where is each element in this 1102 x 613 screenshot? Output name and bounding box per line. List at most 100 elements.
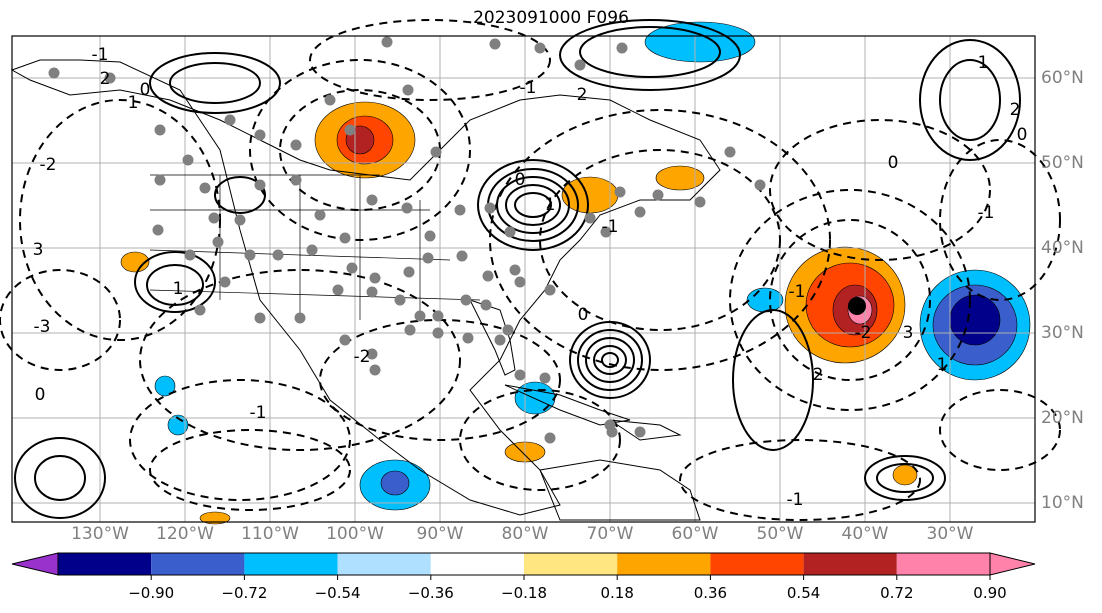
anomaly-patch [154,375,176,397]
lat-lon-grid [12,36,1035,522]
station-dot [489,38,501,50]
storm-center-marker [848,297,866,315]
station-dot [514,276,526,288]
station-dot [208,212,220,224]
station-dot [394,294,406,306]
anomaly-patch [380,470,410,496]
contour-label: 0 [888,153,899,173]
contour-dashed [19,99,221,341]
contour-label: -1 [787,490,804,510]
station-dot [432,310,444,322]
station-dot [346,262,358,274]
colorbar-tick-label: 0.72 [880,584,914,602]
contour-solid [601,352,619,368]
contour-label: -3 [34,317,51,337]
station-dot [502,324,514,336]
lon-label: 50°W [756,524,804,544]
contour-solid [559,19,741,91]
contour-label: 2 [577,85,588,105]
station-dot [454,204,466,216]
station-dot [484,202,496,214]
contour-label: 1 [128,93,139,113]
contour-label: 3 [903,323,914,343]
station-dot [724,146,736,158]
contour-solid [864,455,946,501]
contour-solid [585,337,635,383]
station-markers [48,36,766,444]
station-dot [754,179,766,191]
station-dot [634,426,646,438]
colorbar-extend-low [11,552,59,576]
station-dot [369,364,381,376]
station-dot [366,286,378,298]
lat-label: 50°N [1041,153,1084,173]
station-dot [584,212,596,224]
station-dot [154,174,166,186]
station-dot [432,327,444,339]
station-dot [339,232,351,244]
station-dot [456,250,468,262]
contour-label: 2 [100,69,111,89]
station-dot [184,249,196,261]
contour-solid [577,329,643,391]
anomaly-patch [120,251,150,273]
station-dot [634,206,646,218]
lon-label: 60°W [671,524,719,544]
colorbar-tick-label: 0.90 [973,584,1007,602]
contour-label: -1 [250,403,267,423]
lon-label: 70°W [586,524,634,544]
chart-title: 2023091000 F096 [473,8,629,28]
contour-label: 1 [173,279,184,299]
contour-label: 0 [515,170,526,190]
colorbar-swatch [710,553,804,575]
contour-dashed [0,269,121,371]
contour-solid [487,168,579,242]
contour-label: -2 [354,347,371,367]
station-dot [254,312,266,324]
station-dot [480,299,492,311]
station-dot [414,310,426,322]
station-dot [430,146,442,158]
colorbar-tick-label: −0.36 [407,584,454,602]
contour-dashed [489,109,831,371]
station-dot [224,114,236,126]
contour-solid [579,26,721,78]
contour-dashed [729,189,971,411]
contour-label: 0 [35,385,46,405]
contour-dashed [939,389,1061,471]
station-dot [306,244,318,256]
station-dot [403,266,415,278]
anomaly-patch [949,294,1001,346]
contour-label: 0 [140,80,151,100]
florida-coast [469,299,516,376]
colorbar-swatch [617,553,711,575]
colorbar-swatch [803,553,897,575]
lon-label: 30°W [926,524,974,544]
station-dot [48,67,60,79]
station-dot [194,304,206,316]
colorbar-tick-label: 0.36 [693,584,728,602]
lon-label: 100°W [326,524,384,544]
station-dot [462,332,474,344]
colorbar [11,552,1036,580]
colorbar-extend-high [989,552,1036,576]
station-dot [494,334,506,346]
colorbar-tick-label: −0.90 [128,584,175,602]
hispaniola-coast [609,419,682,441]
colorbar-swatch [337,553,431,575]
lon-label: 40°W [841,524,889,544]
station-dot [600,226,612,238]
lat-label: 10°N [1041,493,1084,513]
contour-solid [505,184,561,226]
lon-label: 90°W [416,524,464,544]
contour-solid [939,59,1001,141]
colorbar-tick-label: −0.54 [314,584,361,602]
colorbar-tick-label: 0.54 [786,584,821,602]
station-dot [404,324,416,336]
station-dot [381,36,393,48]
colorbar-swatch [524,553,618,575]
station-dot [539,372,551,384]
station-dot [324,94,336,106]
